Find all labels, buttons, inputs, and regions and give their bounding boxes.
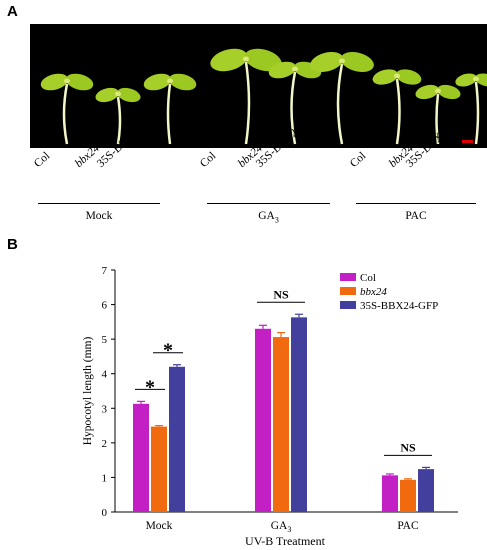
significance-label: NS (400, 440, 416, 454)
treatment-line (356, 203, 476, 204)
seedling-bud (435, 88, 441, 94)
seedling-bud (339, 58, 345, 64)
seedling-stem (244, 61, 251, 145)
legend-swatch (340, 287, 356, 295)
bar (400, 479, 416, 512)
seedling-bud (292, 66, 298, 72)
seedling-cotyledon (455, 73, 477, 87)
seedling-bud (473, 76, 479, 82)
seedling-stem (290, 71, 297, 145)
seedling-cotyledon (244, 48, 282, 72)
treatment-label: Mock (38, 210, 160, 222)
legend-swatch (340, 273, 356, 281)
x-tick-label: GA3 (271, 520, 292, 534)
seedling-cotyledon (310, 51, 344, 73)
x-tick-label: PAC (397, 520, 419, 532)
panel-a-letter: A (7, 3, 18, 20)
y-tick-label: 2 (102, 438, 108, 450)
panel-b-letter: B (7, 236, 18, 253)
seedling-cotyledon (95, 87, 119, 103)
bar (382, 475, 398, 512)
y-tick-label: 5 (102, 334, 108, 346)
seedling-stem (62, 83, 69, 145)
y-tick-label: 6 (102, 300, 108, 312)
seedling-stem (166, 83, 172, 145)
bar (418, 469, 434, 512)
seedling-cotyledon (168, 73, 197, 91)
treatment-label-text: GA (258, 210, 275, 222)
y-tick-label: 7 (102, 265, 108, 277)
seedling-bud (64, 78, 70, 84)
seedling-group (40, 48, 487, 145)
x-axis-label: UV-B Treatment (245, 534, 326, 548)
photo-background (30, 24, 487, 148)
y-axis-label: Hypocotyl length (mm) (82, 337, 94, 446)
legend-label: Col (360, 272, 376, 284)
x-tick-label: Mock (146, 520, 173, 532)
seedling-cotyledon (40, 73, 69, 91)
seedling-cotyledon (117, 87, 141, 103)
x-tick-label-text: PAC (397, 520, 419, 532)
seedling-bud (394, 73, 400, 79)
seedling-cotyledon (268, 61, 297, 79)
bar (169, 366, 185, 512)
seedling-cotyledon (65, 73, 94, 91)
treatment-label: GA3 (207, 210, 330, 224)
seedling-photo (30, 24, 487, 148)
bar (151, 426, 167, 512)
treatment-label-text: PAC (405, 210, 427, 222)
seedling-stem (336, 63, 344, 145)
seedling-cotyledon (475, 73, 487, 87)
genotype-label: Col (31, 149, 53, 170)
treatment-label-text: Mock (85, 210, 113, 222)
genotype-label: Col (347, 149, 369, 170)
bar (255, 328, 271, 512)
bar (133, 403, 149, 512)
treatment-line (38, 203, 160, 204)
seedling-cotyledon (210, 48, 248, 72)
significance-label: * (145, 376, 155, 398)
seedling-bud (167, 78, 173, 84)
seedling-cotyledon (372, 69, 398, 85)
x-tick-label-subscript: 3 (287, 525, 291, 534)
legend-label: 35S-BBX24-GFP (360, 300, 438, 312)
seedling-cotyledon (396, 69, 422, 85)
significance-label: * (163, 340, 173, 362)
bar (273, 337, 289, 512)
y-tick-label: 0 (102, 507, 108, 519)
x-tick-label-text: Mock (146, 520, 173, 532)
seedling-stem (116, 96, 122, 145)
seedling-cotyledon (415, 84, 439, 100)
seedling-bud (115, 91, 121, 97)
seedling-stem (474, 81, 480, 145)
seedling-cotyledon (143, 73, 172, 91)
seedling-stem (435, 93, 440, 145)
y-tick-label: 3 (102, 403, 108, 415)
y-tick-label: 1 (102, 472, 108, 484)
x-tick-label-text: GA (271, 520, 288, 532)
seedling-cotyledon (437, 84, 461, 100)
legend-label: bbx24 (360, 286, 387, 298)
bar (291, 317, 307, 512)
seedling-cotyledon (340, 51, 374, 73)
genotype-label: Col (197, 149, 219, 170)
treatment-line (207, 203, 330, 204)
seedling-stem (395, 78, 401, 145)
seedling-bud (243, 56, 249, 62)
legend-swatch (340, 301, 356, 309)
y-tick-label: 4 (102, 369, 108, 381)
treatment-label: PAC (356, 210, 476, 222)
significance-label: NS (273, 287, 289, 301)
scale-bar (462, 140, 473, 143)
treatment-label-subscript: 3 (274, 215, 279, 225)
